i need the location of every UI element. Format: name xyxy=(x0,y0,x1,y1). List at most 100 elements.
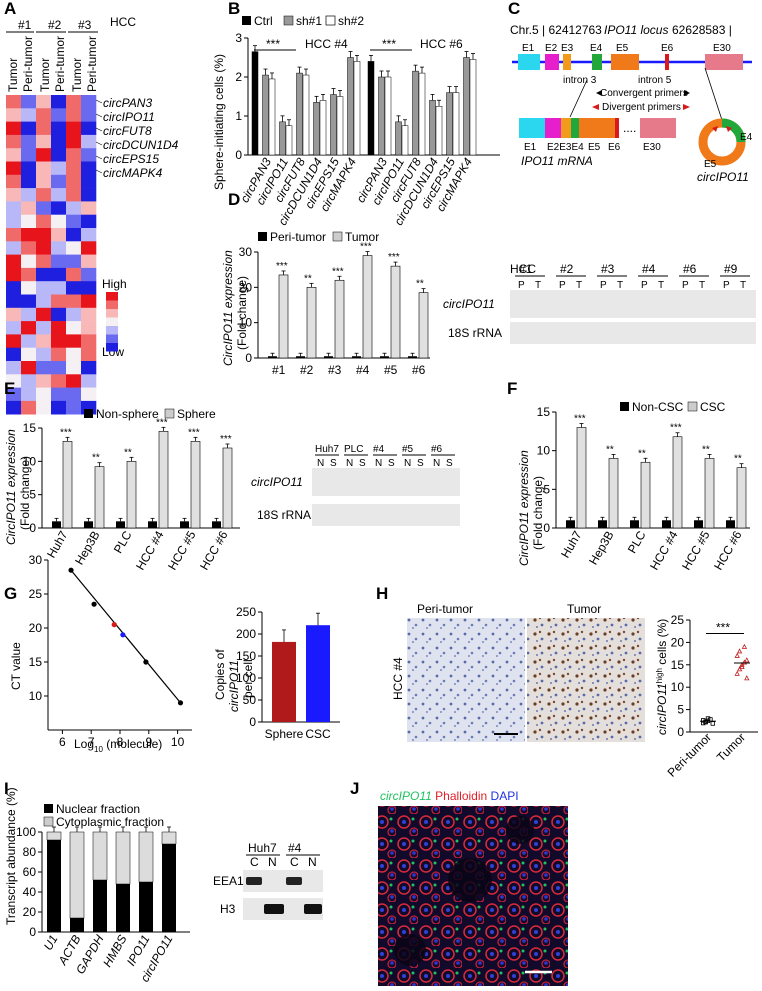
heatmap-cell xyxy=(66,294,82,309)
bar xyxy=(408,356,417,358)
x-tick-label: #5 xyxy=(384,363,398,377)
heatmap-cell xyxy=(6,148,22,162)
bar-segment xyxy=(47,840,61,932)
bar xyxy=(630,520,639,528)
blot-lane-label: T xyxy=(658,280,664,291)
blot-sample-label: #4 xyxy=(642,262,656,276)
significance-mark: ** xyxy=(124,447,132,458)
blot-sample-label: PLC xyxy=(344,444,363,455)
heatmap xyxy=(6,95,97,415)
heatmap-cell xyxy=(21,361,37,375)
mrna-e2 xyxy=(545,118,561,138)
heatmap-cell xyxy=(36,254,52,269)
chart-e: 0 5 10 15 *** Huh7 ** Hep3B ** PLC *** HCC #4 *** HCC… xyxy=(23,417,240,572)
heatmap-cell xyxy=(6,95,22,109)
heatmap-cell xyxy=(51,228,67,242)
blot-sample-label: Huh7 xyxy=(315,444,339,455)
mrna-e6 xyxy=(615,118,619,138)
blot-lane-label: T xyxy=(617,280,623,291)
heatmap-cell xyxy=(36,267,52,282)
heatmap-cell xyxy=(81,201,97,215)
legend-label: Tumor xyxy=(345,230,379,244)
heatmap-cell xyxy=(36,228,52,242)
legend-label: Non-sphere xyxy=(96,407,159,421)
y-axis-label: per cell xyxy=(241,659,255,698)
circ-exon-label: E4 xyxy=(740,132,753,143)
bar xyxy=(52,521,61,528)
y-tick-label: 100 xyxy=(16,825,36,839)
heatmap-cell xyxy=(21,148,37,162)
blot-lane-label: N xyxy=(433,458,440,469)
exon-e4 xyxy=(592,54,602,70)
legend-swatch xyxy=(258,232,267,241)
bar xyxy=(352,356,361,358)
data-point xyxy=(68,567,74,573)
x-tick-label: #1 xyxy=(272,363,286,377)
heatmap-cell xyxy=(66,334,82,348)
y-tick-label: 150 xyxy=(236,649,256,663)
bar xyxy=(694,520,703,528)
heatmap-cell xyxy=(21,174,37,189)
y-tick-label: 10 xyxy=(239,316,253,330)
bar xyxy=(412,70,419,156)
data-point xyxy=(744,675,750,681)
chr-coord-end: 62628583 | xyxy=(672,23,732,37)
heatmap-cell xyxy=(21,374,37,388)
heatmap-cell xyxy=(36,201,52,215)
y-axis-label: (Fold change) xyxy=(235,276,249,350)
significance-mark: *** xyxy=(388,252,400,263)
bar xyxy=(418,72,426,156)
data-point xyxy=(705,716,711,721)
blot-band xyxy=(286,877,302,885)
significance-mark: *** xyxy=(276,261,288,272)
heatmap-cell xyxy=(36,148,52,162)
data-point xyxy=(111,622,117,628)
bar xyxy=(190,441,201,529)
heatmap-cell xyxy=(81,374,97,388)
blot-lane-label: T xyxy=(699,280,705,291)
heatmap-cell xyxy=(66,121,82,136)
blot-lane-label: P xyxy=(600,280,607,291)
y-tick-label: 25 xyxy=(671,613,685,627)
blot-sample-label: Huh7 xyxy=(248,841,277,855)
blot-sample-label: #6 xyxy=(431,444,443,455)
blot-sample-label: #9 xyxy=(724,262,738,276)
blot-lane-label: C xyxy=(290,855,299,869)
heatmap-cell xyxy=(36,214,52,229)
panel-f: F CircIPO11 expression (Fold change) 0 5 1… xyxy=(507,379,750,572)
group-label: HCC #6 xyxy=(420,37,463,51)
bar xyxy=(672,436,683,529)
group-label: #2 xyxy=(48,18,62,32)
color-key-cell xyxy=(106,343,118,352)
exon-label: E6 xyxy=(661,43,674,54)
heatmap-cell xyxy=(51,254,67,269)
heatmap-cell xyxy=(6,321,22,335)
heatmap-cell xyxy=(51,161,67,176)
blot-lane-label: N xyxy=(404,458,411,469)
y-tick-label: 100 xyxy=(236,671,256,685)
y-tick-label: 5 xyxy=(677,703,684,717)
data-point xyxy=(739,663,745,670)
x-tick-label: #4 xyxy=(356,363,370,377)
bar xyxy=(390,265,401,359)
y-tick-label: 0 xyxy=(29,925,36,939)
heatmap-cell xyxy=(66,321,82,335)
heatmap-cell xyxy=(81,321,97,335)
data-point xyxy=(143,659,149,665)
panel-label-e: E xyxy=(4,379,15,398)
panel-label-f: F xyxy=(507,379,517,398)
panel-e: E CircIPO11 expression (Fold change) 0 5 1… xyxy=(4,379,460,572)
group-label: #1 xyxy=(18,18,32,32)
heatmap-cell xyxy=(6,174,22,189)
heatmap-cell xyxy=(6,361,22,375)
y-tick-label: 20 xyxy=(23,905,37,919)
column-label: Tumor xyxy=(70,58,84,92)
panel-label-i: I xyxy=(4,779,9,798)
heatmap-cell xyxy=(66,214,82,229)
heatmap-cell xyxy=(81,281,97,295)
ihc-image-tumor xyxy=(527,618,645,742)
significance-mark: ** xyxy=(304,273,312,284)
heatmap-cell xyxy=(21,387,37,402)
bar xyxy=(469,59,477,156)
y-tick-label: 15 xyxy=(29,655,43,669)
